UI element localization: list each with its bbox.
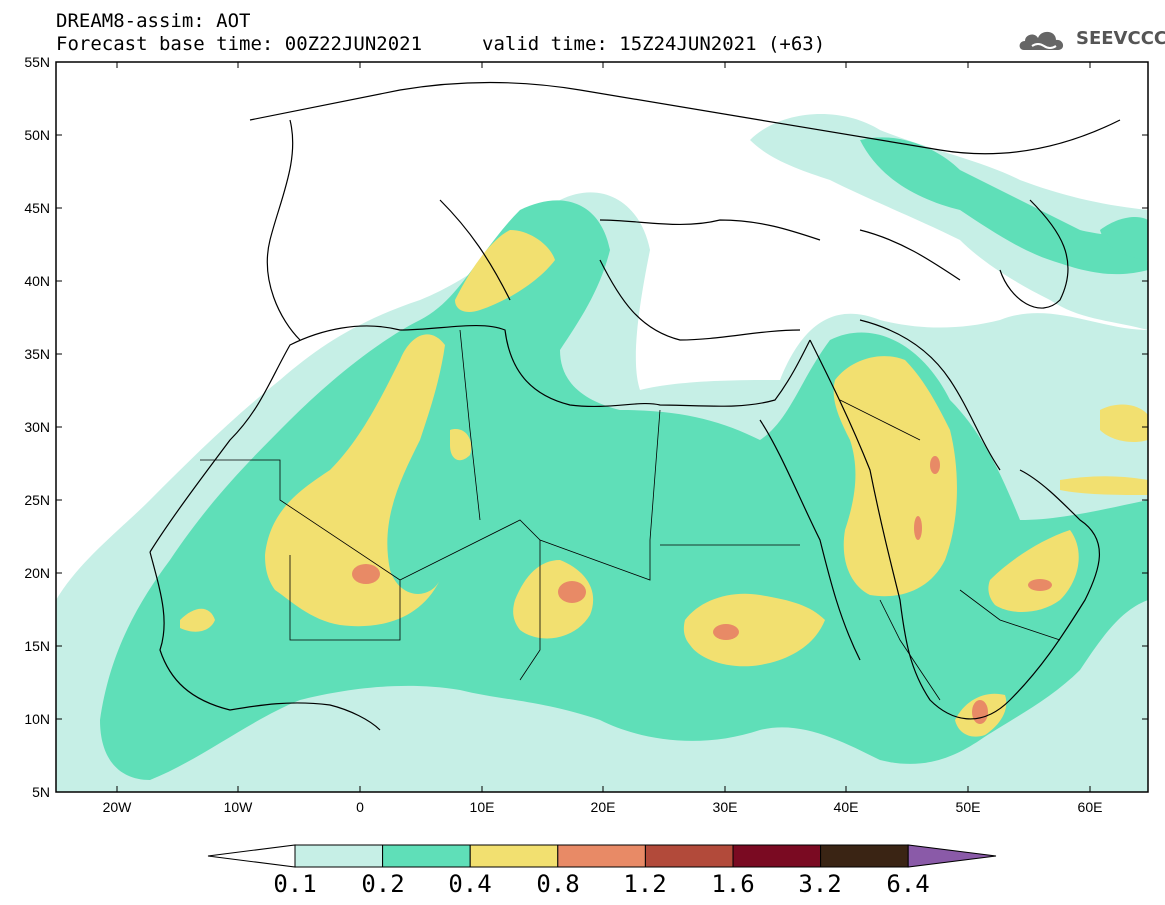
lat-tick-label: 50N [24,127,50,143]
colorbar-label: 0.8 [536,870,579,898]
lat-tick-label: 20N [24,565,50,581]
lat-tick-label: 10N [24,711,50,727]
colorbar-label: 0.4 [448,870,491,898]
colorbar-swatch [382,844,471,868]
lon-tick-label: 20E [591,799,616,815]
aot-band-0.4 [180,230,1148,737]
coastlines [149,81,1121,731]
lon-tick-label: 40E [834,799,859,815]
lat-labels: 55N 50N 45N 40N 35N 30N 25N 20N 15N 10N … [24,54,50,800]
colorbar-swatch [732,844,822,868]
model-title: DREAM8-assim: AOT [56,10,251,32]
lon-tick-label: 10E [470,799,495,815]
colorbar-label: 1.6 [711,870,754,898]
colorbar-swatch [644,844,734,868]
aot-band-0.2 [100,137,1148,781]
aot-band-0.8 [352,456,1052,724]
lat-tick-label: 5N [32,784,50,800]
lat-tick-label: 15N [24,638,50,654]
colorbar-label: 1.2 [623,870,666,898]
lon-tick-label: 50E [956,799,981,815]
logo-text: SEEVCCC [1076,28,1165,49]
colorbar-label: 0.1 [273,870,316,898]
valid-time-label: valid time: 15Z24JUN2021 (+63) [482,33,826,55]
colorbar-label: 3.2 [798,870,841,898]
seevccc-logo: SEEVCCC [1016,24,1165,56]
lat-tick-label: 35N [24,346,50,362]
colorbar-swatch [820,844,909,868]
lon-tick-label: 30E [713,799,738,815]
lat-tick-label: 25N [24,492,50,508]
colorbar [207,844,997,868]
lon-labels: 20W 10W 0 10E 20E 30E 40E 50E 60E [103,799,1103,815]
lat-tick-label: 40N [24,273,50,289]
cloud-icon [1019,31,1064,50]
lat-tick-label: 45N [24,200,50,216]
lon-tick-label: 20W [103,799,133,815]
lat-tick-label: 30N [24,419,50,435]
lon-tick-label: 10W [224,799,254,815]
lon-tick-label: 60E [1078,799,1103,815]
aot-field [56,62,1148,792]
colorbar-swatch [907,844,997,868]
lat-tick-label: 55N [24,54,50,70]
colorbar-swatch [469,844,559,868]
colorbar-swatch [557,844,646,868]
base-time-label: Forecast base time: 00Z22JUN2021 [56,33,423,55]
axis-ticks [56,61,1148,793]
colorbar-labels: 0.1 0.2 0.4 0.8 1.2 1.6 3.2 6.4 [273,870,929,898]
colorbar-label: 0.2 [361,870,404,898]
colorbar-label: 6.4 [886,870,929,898]
colorbar-swatch [207,844,296,868]
lon-tick-label: 0 [356,799,364,815]
colorbar-swatch [294,844,384,868]
country-borders [200,329,1061,701]
